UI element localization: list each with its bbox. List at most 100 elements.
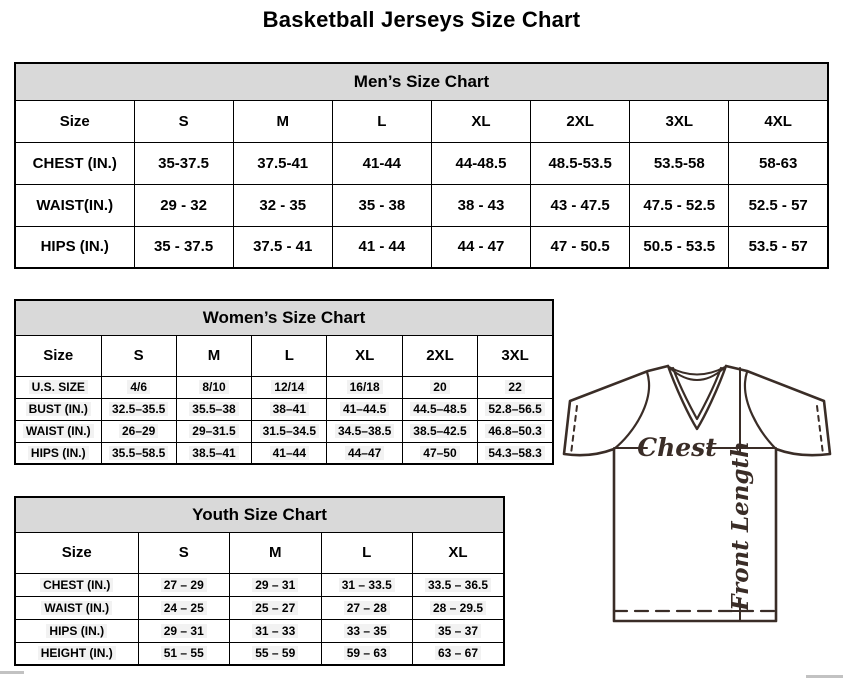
- table-cell: 31 – 33.5: [320, 572, 413, 597]
- table-cell: 16/18: [326, 375, 403, 399]
- table-cell: 54.3–58.3: [477, 441, 554, 465]
- table-cell: 12/14: [251, 375, 328, 399]
- table-cell: 35.5–58.5: [100, 441, 177, 465]
- chest-label: Chest: [637, 433, 717, 462]
- table-row: BUST (IN.) 32.5–35.5 35.5–38 38–41 41–44…: [14, 397, 554, 421]
- table-cell: 32 - 35: [232, 183, 333, 227]
- row-label: WAIST (IN.): [14, 595, 139, 620]
- row-label: CHEST (IN.): [14, 141, 135, 185]
- table-cell: 31 – 33: [229, 618, 322, 643]
- table-cell: 41 - 44: [331, 225, 432, 269]
- row-label: U.S. SIZE: [14, 375, 102, 399]
- table-cell: 63 – 67: [412, 641, 505, 666]
- table-cell: 22: [477, 375, 554, 399]
- table-cell: 37.5-41: [232, 141, 333, 185]
- table-row: WAIST (IN.) 24 – 25 25 – 27 27 – 28 28 –…: [14, 595, 505, 620]
- column-header: Size: [14, 99, 135, 143]
- table-cell: 24 – 25: [137, 595, 230, 620]
- table-cell: 34.5–38.5: [326, 419, 403, 443]
- table-row: Women’s Size Chart: [14, 299, 554, 336]
- table-cell: 28 – 29.5: [412, 595, 505, 620]
- page-title: Basketball Jerseys Size Chart: [262, 7, 581, 32]
- column-header: XL: [412, 531, 505, 574]
- table-row: U.S. SIZE 4/6 8/10 12/14 16/18 20 22: [14, 375, 554, 399]
- table-cell: 37.5 - 41: [232, 225, 333, 269]
- column-header: M: [229, 531, 322, 574]
- row-label: HEIGHT (IN.): [14, 641, 139, 666]
- table-cell: 51 – 55: [137, 641, 230, 666]
- cuff-dashed-line-left: [570, 405, 578, 455]
- collar-outer: [666, 364, 728, 431]
- table-cell: 32.5–35.5: [100, 397, 177, 421]
- mens-chart-title: Men’s Size Chart: [14, 62, 829, 101]
- row-label: WAIST(IN.): [14, 183, 135, 227]
- cuff-dashed-line-right: [816, 405, 824, 455]
- row-label: HIPS (IN.): [14, 618, 139, 643]
- column-header: XL: [326, 334, 403, 377]
- column-header: 4XL: [728, 99, 829, 143]
- column-header: M: [175, 334, 253, 377]
- table-cell: 41–44.5: [326, 397, 403, 421]
- table-cell: 31.5–34.5: [251, 419, 328, 443]
- table-cell: 55 – 59: [229, 641, 322, 666]
- table-cell: 27 – 29: [137, 572, 230, 597]
- table-cell: 29 - 32: [133, 183, 234, 227]
- table-cell: 29 – 31: [137, 618, 230, 643]
- table-row: Size S M L XL 2XL 3XL 4XL: [14, 99, 829, 143]
- mens-size-chart-table: Men’s Size Chart Size S M L XL 2XL 3XL 4…: [14, 62, 829, 269]
- column-header: S: [137, 531, 230, 574]
- table-cell: 58-63: [728, 141, 829, 185]
- horizontal-scrollbar-fragment-left[interactable]: [0, 671, 24, 674]
- column-header: 2XL: [530, 99, 631, 143]
- table-cell: 38 - 43: [430, 183, 532, 227]
- front-length-measure-line: [732, 367, 748, 622]
- table-cell: 52.5 - 57: [728, 183, 829, 227]
- table-cell: 46.8–50.3: [477, 419, 554, 443]
- table-cell: 33 – 35: [320, 618, 413, 643]
- table-cell: 35 – 37: [412, 618, 505, 643]
- table-row: Men’s Size Chart: [14, 62, 829, 101]
- table-cell: 35 - 38: [331, 183, 432, 227]
- row-label: BUST (IN.): [14, 397, 102, 421]
- column-header: L: [331, 99, 432, 143]
- table-cell: 44.5–48.5: [401, 397, 479, 421]
- collar-inner: [671, 366, 723, 421]
- row-label: HIPS (IN.): [14, 441, 102, 465]
- table-cell: 47 - 50.5: [530, 225, 631, 269]
- column-header: L: [251, 334, 328, 377]
- column-header: M: [232, 99, 333, 143]
- table-cell: 35-37.5: [133, 141, 234, 185]
- table-cell: 8/10: [175, 375, 253, 399]
- column-header: XL: [430, 99, 532, 143]
- table-cell: 48.5-53.5: [530, 141, 631, 185]
- column-header: Size: [14, 531, 139, 574]
- table-cell: 44 - 47: [430, 225, 532, 269]
- horizontal-scrollbar-fragment-right[interactable]: [806, 675, 843, 678]
- table-cell: 38.5–42.5: [401, 419, 479, 443]
- table-cell: 20: [401, 375, 479, 399]
- table-row: WAIST (IN.) 26–29 29–31.5 31.5–34.5 34.5…: [14, 419, 554, 443]
- table-cell: 43 - 47.5: [530, 183, 631, 227]
- table-cell: 29–31.5: [175, 419, 253, 443]
- table-row: HIPS (IN.) 35.5–58.5 38.5–41 41–44 44–47…: [14, 441, 554, 465]
- table-cell: 26–29: [100, 419, 177, 443]
- table-cell: 53.5 - 57: [728, 225, 829, 269]
- table-cell: 38.5–41: [175, 441, 253, 465]
- column-header: 3XL: [629, 99, 730, 143]
- jersey-measurement-diagram: Chest Front Length: [562, 364, 832, 623]
- womens-chart-title: Women’s Size Chart: [14, 299, 554, 336]
- table-row: CHEST (IN.) 27 – 29 29 – 31 31 – 33.5 33…: [14, 572, 505, 597]
- womens-size-chart-table: Women’s Size Chart Size S M L XL 2XL 3XL…: [14, 299, 554, 465]
- table-cell: 47–50: [401, 441, 479, 465]
- column-header: S: [100, 334, 177, 377]
- table-cell: 25 – 27: [229, 595, 322, 620]
- front-length-label: Front Length: [727, 441, 754, 612]
- table-cell: 52.8–56.5: [477, 397, 554, 421]
- table-cell: 4/6: [100, 375, 177, 399]
- table-cell: 35 - 37.5: [133, 225, 234, 269]
- table-cell: 41–44: [251, 441, 328, 465]
- table-cell: 44–47: [326, 441, 403, 465]
- table-row: Youth Size Chart: [14, 496, 505, 533]
- column-header: Size: [14, 334, 102, 377]
- column-header: 3XL: [477, 334, 554, 377]
